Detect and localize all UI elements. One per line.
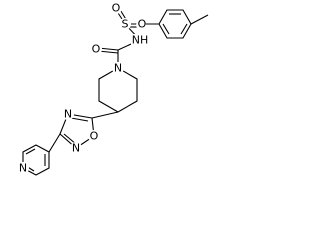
label-bg — [62, 108, 74, 120]
label-bg — [17, 162, 29, 174]
double-bond — [180, 23, 188, 35]
atom-labels: O NH S O O N N O N N — [17, 2, 149, 175]
atom-label: O — [90, 130, 99, 143]
bond — [91, 111, 119, 119]
double-bond — [63, 133, 77, 145]
atom-label: N — [64, 108, 72, 121]
atom-label: N — [114, 62, 122, 75]
atom-label: N — [72, 142, 80, 155]
bond — [48, 133, 61, 153]
label-bg — [90, 43, 102, 55]
atom-label: O — [138, 18, 147, 31]
bonds — [22, 7, 209, 176]
label-bg — [88, 130, 100, 142]
methyl-bond — [190, 14, 209, 25]
double-bond — [25, 148, 36, 155]
double-bond — [70, 117, 89, 122]
label-bg — [131, 34, 149, 46]
label-bg — [136, 20, 146, 30]
piperidine-ring — [98, 67, 138, 113]
double-bond — [162, 23, 170, 35]
label-bg — [70, 142, 82, 154]
label-bg — [119, 18, 131, 30]
atom-label: N — [19, 162, 27, 175]
structure-diagram: O NH S O O N N O N N — [17, 2, 209, 176]
atom-label: S — [122, 18, 129, 31]
atom-label: O — [92, 43, 101, 56]
label-bg — [110, 2, 122, 14]
label-bg — [112, 62, 124, 74]
atom-label: NH — [132, 34, 149, 47]
atom-label: O — [112, 2, 121, 15]
